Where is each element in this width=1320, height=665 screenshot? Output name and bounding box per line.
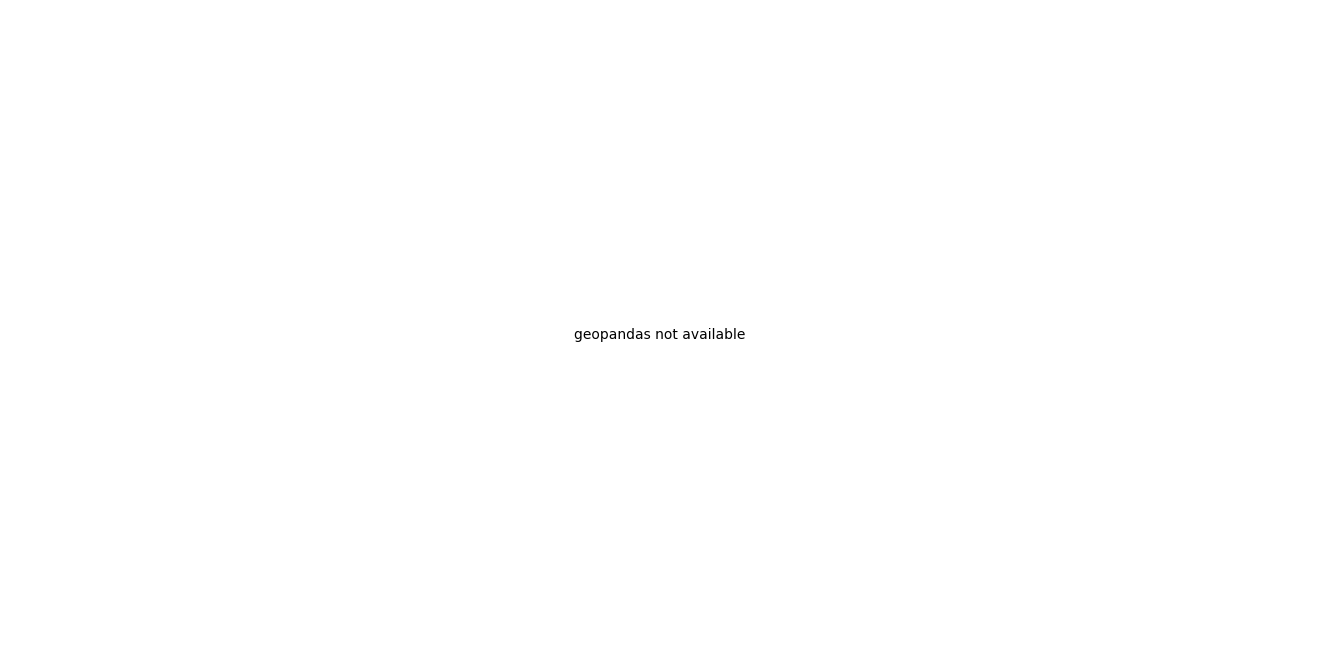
Text: geopandas not available: geopandas not available [574,328,746,342]
